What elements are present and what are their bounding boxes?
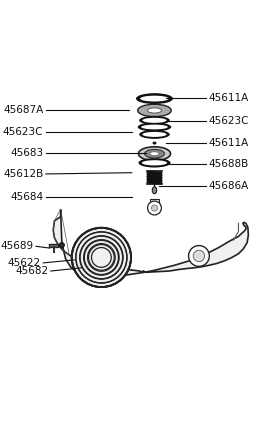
Text: 45687A: 45687A [3, 105, 43, 115]
Ellipse shape [139, 130, 170, 139]
Ellipse shape [136, 93, 173, 104]
Ellipse shape [138, 158, 170, 168]
Circle shape [193, 250, 205, 262]
Ellipse shape [138, 147, 170, 160]
Ellipse shape [140, 96, 169, 101]
Circle shape [59, 242, 64, 248]
Ellipse shape [142, 160, 167, 165]
Text: 45683: 45683 [10, 148, 43, 158]
Ellipse shape [147, 108, 162, 113]
Text: 45686A: 45686A [209, 181, 249, 191]
Text: 45623C: 45623C [209, 116, 249, 126]
Text: 45612B: 45612B [3, 169, 43, 179]
Circle shape [72, 228, 131, 287]
Text: 45684: 45684 [10, 192, 43, 202]
Ellipse shape [142, 132, 167, 137]
Circle shape [188, 245, 209, 266]
Ellipse shape [153, 141, 157, 144]
Polygon shape [49, 244, 58, 247]
Ellipse shape [150, 152, 159, 156]
Ellipse shape [145, 149, 165, 158]
Text: 45682: 45682 [15, 266, 48, 276]
Ellipse shape [141, 125, 168, 129]
Ellipse shape [152, 187, 157, 194]
Circle shape [152, 205, 158, 211]
Ellipse shape [139, 116, 170, 125]
Bar [150, 199, 159, 207]
Circle shape [148, 201, 162, 215]
Text: 45688B: 45688B [209, 159, 249, 168]
Ellipse shape [142, 118, 167, 123]
Text: 45611A: 45611A [209, 93, 249, 103]
Polygon shape [53, 209, 248, 278]
Ellipse shape [138, 104, 171, 117]
Ellipse shape [138, 123, 171, 131]
Text: 45623C: 45623C [3, 127, 43, 137]
Text: 45611A: 45611A [209, 138, 249, 148]
Text: 45622: 45622 [8, 258, 41, 268]
Text: 45689: 45689 [0, 241, 33, 251]
